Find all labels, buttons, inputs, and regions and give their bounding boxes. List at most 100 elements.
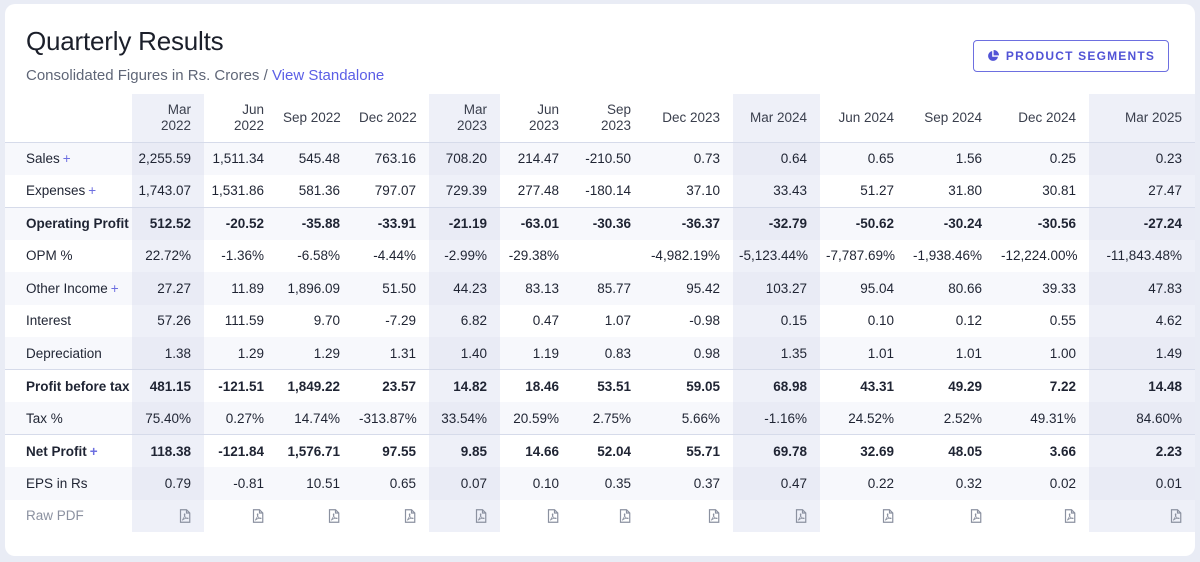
raw-pdf-cell[interactable] [733, 499, 820, 532]
view-standalone-link[interactable]: View Standalone [271, 67, 385, 84]
row-label[interactable]: Sales + [5, 142, 132, 175]
pdf-file-icon[interactable] [1170, 509, 1182, 524]
table-cell: 0.07 [429, 467, 500, 500]
table-cell: 33.43 [733, 174, 820, 207]
pdf-file-icon[interactable] [475, 509, 487, 524]
table-cell: 14.48 [1089, 369, 1195, 402]
pdf-file-icon[interactable] [619, 509, 631, 524]
table-cell: -6.58% [297, 248, 340, 264]
row-label: Depreciation [5, 337, 132, 370]
column-header-line1: Sep 2024 [924, 109, 982, 125]
column-header-line1: Dec 2022 [359, 109, 417, 125]
raw-pdf-cell[interactable] [277, 500, 353, 533]
row-label[interactable]: Other Income + [5, 272, 132, 305]
row-label[interactable]: Net Profit + [5, 434, 132, 467]
table-cell: 2.75% [572, 402, 644, 435]
table-cell: 0.47 [733, 467, 820, 500]
raw-pdf-cell[interactable] [907, 500, 995, 533]
table-row[interactable]: Net Profit +118.38 -121.84 1,576.71 97.55 9.8… [5, 434, 1195, 467]
row-label-text: OPM % [26, 248, 73, 264]
raw-pdf-cell[interactable] [500, 500, 572, 533]
column-header: Mar 2025 [1089, 94, 1195, 143]
row-label: Operating Profit [5, 206, 132, 240]
pdf-file-icon[interactable] [328, 509, 340, 524]
pdf-file-icon[interactable] [882, 509, 894, 524]
table-cell: 95.04 [820, 272, 907, 305]
pdf-file-icon[interactable] [179, 509, 191, 524]
table-row: Interest 57.26 111.59 9.70 -7.29 6.82 0.47 1.07… [5, 304, 1195, 337]
table-cell: 0.02 [995, 467, 1089, 500]
table-row: Profit before tax 481.15 -121.51 1,849.22 23… [5, 369, 1195, 402]
raw-pdf-cell[interactable] [429, 499, 500, 532]
raw-pdf-cell[interactable] [1089, 499, 1195, 532]
column-header-line2: 2023 [456, 117, 487, 133]
pdf-file-icon[interactable] [252, 509, 264, 524]
table-cell: 31.80 [948, 183, 982, 198]
table-cell: 0.83 [572, 337, 644, 370]
column-header-line2: 2023 [528, 117, 559, 133]
product-segments-button[interactable]: PRODUCT SEGMENTS [973, 40, 1169, 72]
table-cell: 33.54% [429, 402, 500, 435]
expand-plus-icon[interactable]: + [88, 183, 97, 198]
pdf-file-icon[interactable] [970, 509, 982, 524]
table-cell: 481.15 [132, 369, 204, 402]
table-cell: 2,255.59 [132, 142, 204, 175]
table-cell: 14.74% [277, 402, 353, 435]
column-header: Mar 2022 [132, 94, 204, 143]
pdf-file-icon[interactable] [795, 509, 807, 524]
column-header: Mar 2023 [429, 94, 500, 143]
table-row[interactable]: Other Income +27.27 11.89 1,896.09 51.50 44.2… [5, 272, 1195, 305]
column-header: Mar 2024 [733, 94, 820, 143]
table-cell: 0.27% [204, 402, 277, 435]
raw-pdf-cell[interactable] [572, 500, 644, 533]
pdf-file-icon[interactable] [404, 509, 416, 524]
expand-plus-icon[interactable]: + [89, 443, 98, 459]
table-row[interactable]: Sales +2,255.59 1,511.34 545.48 763.16 708.20… [5, 142, 1195, 175]
table-cell: 1.07 [604, 313, 631, 329]
table-cell: -121.51 [204, 369, 277, 402]
table-cell: 1.56 [907, 142, 995, 175]
table-cell: 111.59 [224, 313, 264, 329]
pdf-file-icon[interactable] [1064, 509, 1076, 524]
column-header: Jun 2022 [204, 94, 277, 143]
raw-pdf-cell[interactable] [353, 500, 429, 533]
row-label[interactable]: Expenses + [5, 175, 132, 208]
table-cell: 1.49 [1089, 337, 1195, 370]
table-cell: 0.79 [132, 467, 204, 500]
header-label-cell [5, 94, 132, 143]
table-cell: 32.69 [820, 434, 907, 467]
row-label-text: Profit before tax [26, 378, 130, 394]
table-cell: 4.62 [1089, 304, 1195, 337]
raw-pdf-cell[interactable] [204, 500, 277, 533]
table-cell: 95.42 [644, 272, 733, 305]
raw-pdf-cell[interactable] [995, 500, 1089, 533]
expand-plus-icon[interactable]: + [110, 280, 119, 296]
table-cell: 55.71 [644, 434, 733, 467]
raw-pdf-cell[interactable] [644, 500, 733, 533]
expand-plus-icon[interactable]: + [62, 151, 71, 166]
column-header-line1: Mar 2024 [749, 109, 807, 125]
table-cell: -29.38% [508, 248, 559, 264]
row-label: Tax % [5, 402, 132, 435]
column-header-line1: Sep 2022 [283, 109, 341, 125]
table-cell: 14.66 [500, 434, 572, 467]
table-cell: 5.66% [644, 402, 733, 435]
raw-pdf-cell[interactable] [820, 500, 907, 533]
raw-pdf-cell[interactable] [132, 499, 204, 532]
column-header: Sep 2024 [907, 94, 995, 143]
table-cell: 47.83 [1089, 272, 1195, 305]
pdf-file-icon[interactable] [547, 509, 559, 524]
table-cell: 57.26 [132, 304, 204, 337]
row-label-text: Operating Profit [26, 216, 129, 231]
column-header: Dec 2023 [644, 94, 733, 143]
column-header: Sep 2023 [572, 94, 644, 143]
table-row[interactable]: Expenses +1,743.07 1,531.86 581.36 797.07 729… [5, 174, 1195, 208]
table-cell: 11.89 [204, 272, 277, 305]
table-cell: 0.12 [955, 313, 982, 329]
table-cell: 68.98 [733, 369, 820, 402]
table-cell: 48.05 [907, 434, 995, 467]
pdf-file-icon[interactable] [708, 509, 720, 524]
table-cell: 85.77 [572, 272, 644, 305]
table-cell: -30.36 [572, 206, 644, 240]
table-cell: 545.48 [277, 142, 353, 175]
